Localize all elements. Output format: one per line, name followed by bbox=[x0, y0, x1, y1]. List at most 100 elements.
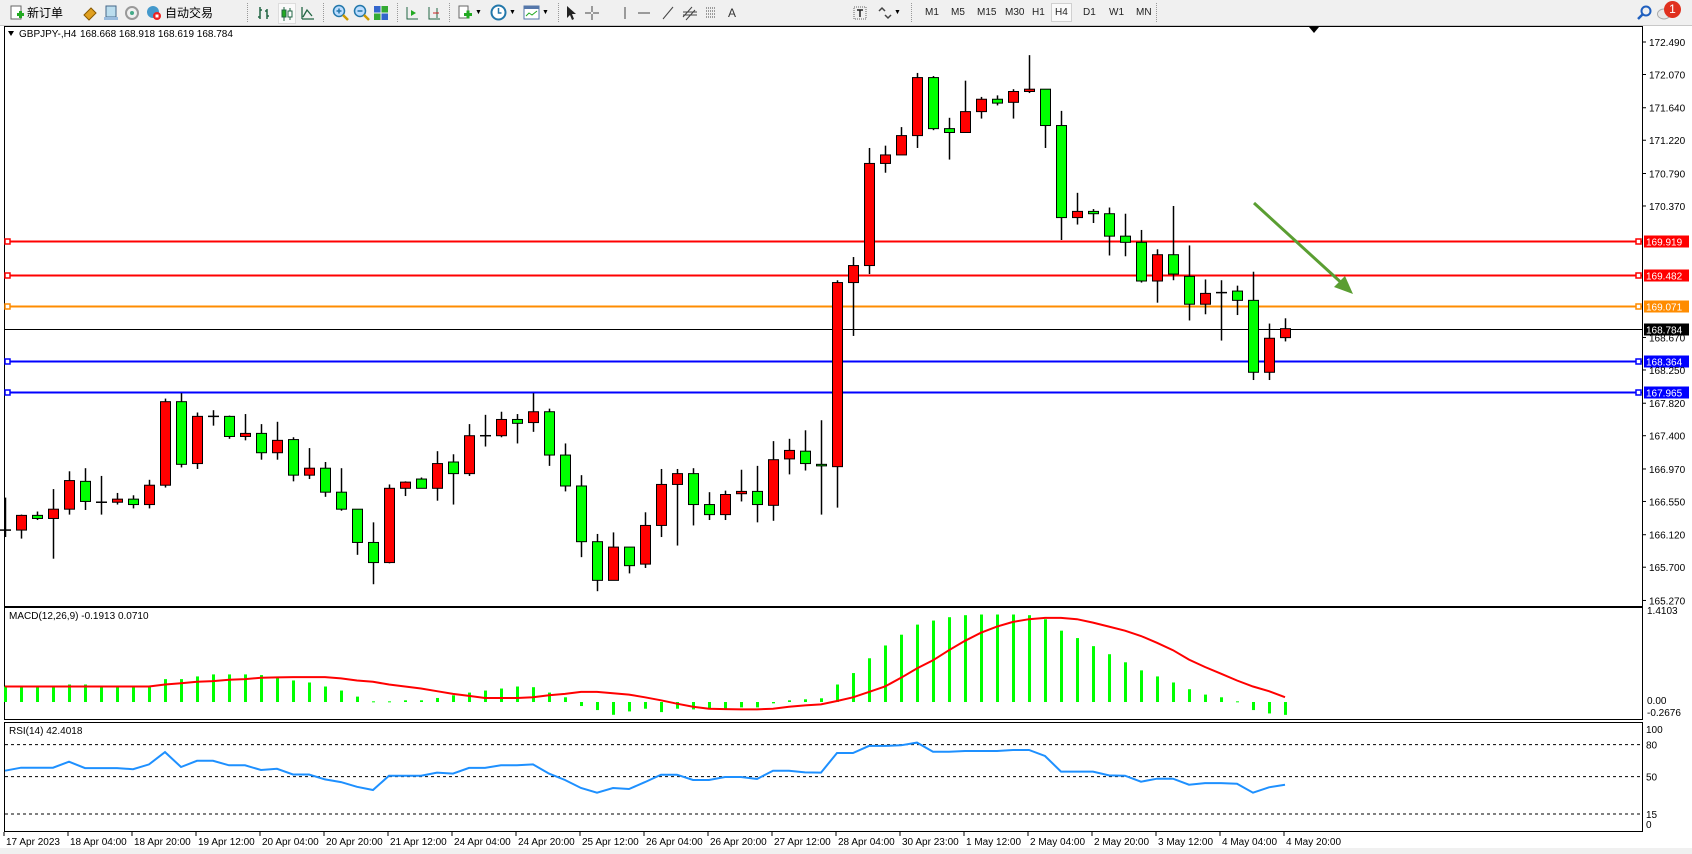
candle bbox=[912, 72, 923, 148]
market-watch-icon bbox=[83, 6, 97, 21]
time-tick-label: 20 Apr 04:00 bbox=[262, 837, 319, 848]
timeframe-h4[interactable]: H4 bbox=[1051, 3, 1072, 22]
candle bbox=[1216, 280, 1227, 341]
timeframe-m30[interactable]: M30 bbox=[1005, 7, 1025, 18]
chart-ohlc: 168.668 168.918 168.619 168.784 bbox=[80, 29, 233, 40]
timeframe-m1[interactable]: M1 bbox=[925, 7, 939, 18]
macd-histogram-bar bbox=[1156, 676, 1159, 702]
timeframe-m15[interactable]: M15 bbox=[977, 7, 997, 18]
text-label-button[interactable] bbox=[852, 3, 868, 22]
macd-histogram-bar bbox=[628, 702, 631, 712]
crosshair-icon bbox=[585, 5, 599, 20]
periods-button[interactable]: ▼ bbox=[490, 3, 516, 22]
chart-shift-button[interactable] bbox=[426, 3, 442, 22]
zoom-out-button[interactable] bbox=[353, 3, 370, 22]
notification-badge[interactable]: 1 bbox=[1664, 1, 1681, 18]
macd-histogram-bar bbox=[756, 702, 759, 708]
crosshair-button[interactable] bbox=[584, 3, 600, 22]
tile-windows-button[interactable] bbox=[373, 3, 389, 22]
candle bbox=[1200, 279, 1211, 315]
candle bbox=[784, 438, 795, 475]
candle bbox=[512, 414, 523, 444]
trendline-button[interactable] bbox=[660, 3, 676, 22]
candle bbox=[368, 522, 379, 585]
equidistant-channel-button[interactable] bbox=[681, 3, 699, 22]
macd-histogram-bar bbox=[996, 614, 999, 702]
macd-histogram-bar bbox=[132, 686, 135, 702]
candle bbox=[816, 420, 827, 515]
time-tick-label: 24 Apr 04:00 bbox=[454, 837, 511, 848]
candle-body bbox=[848, 265, 859, 284]
candle-body bbox=[880, 154, 891, 164]
macd-histogram-bar bbox=[308, 682, 311, 702]
candle-body bbox=[896, 135, 907, 156]
horizontal-line-button[interactable] bbox=[636, 3, 652, 22]
indicators-button[interactable]: ▼ bbox=[457, 3, 482, 22]
toolbar-separator bbox=[247, 3, 249, 22]
level-handle-right bbox=[1635, 389, 1642, 396]
candle-body bbox=[1152, 254, 1163, 282]
auto-trading-button[interactable]: 自动交易 bbox=[145, 3, 213, 22]
auto-scroll-icon bbox=[406, 6, 418, 19]
candle-body bbox=[304, 467, 315, 476]
macd-histogram-bar bbox=[1220, 697, 1223, 702]
macd-histogram-bar bbox=[36, 686, 39, 702]
vertical-line-button[interactable] bbox=[620, 3, 630, 22]
candle-body bbox=[112, 498, 123, 503]
macd-histogram-bar bbox=[1124, 662, 1127, 702]
candle bbox=[944, 117, 955, 160]
search-button[interactable] bbox=[1636, 3, 1652, 22]
macd-histogram-bar bbox=[500, 688, 503, 702]
timeframe-w1[interactable]: W1 bbox=[1109, 7, 1124, 18]
auto-scroll-button[interactable] bbox=[404, 3, 420, 22]
arrows-button[interactable]: ▼ bbox=[876, 3, 901, 22]
candlestick-button[interactable] bbox=[278, 3, 296, 24]
candle-body bbox=[1200, 292, 1211, 305]
candle-body bbox=[256, 432, 267, 454]
candle-body bbox=[176, 401, 187, 465]
level-handle-right bbox=[1635, 272, 1642, 279]
market-watch-button[interactable] bbox=[82, 3, 98, 22]
timeframe-m5[interactable]: M5 bbox=[951, 7, 965, 18]
equidistant-channel-icon bbox=[682, 6, 697, 20]
timeframe-d1[interactable]: D1 bbox=[1083, 7, 1096, 18]
bar-chart-button[interactable] bbox=[256, 3, 272, 22]
main-pane-frame bbox=[4, 26, 1643, 607]
timeframe-h1[interactable]: H1 bbox=[1032, 7, 1045, 18]
macd-histogram-bar bbox=[228, 674, 231, 702]
text-icon: A bbox=[728, 5, 737, 20]
candle bbox=[1008, 89, 1019, 119]
macd-histogram-bar bbox=[980, 614, 983, 702]
candle-body bbox=[160, 401, 171, 486]
text-button[interactable]: A bbox=[728, 3, 736, 22]
data-window-button[interactable] bbox=[103, 3, 119, 22]
chart-shift-marker-icon[interactable] bbox=[1309, 27, 1319, 33]
level-handle-left bbox=[4, 238, 11, 245]
chart-menu-triangle-icon[interactable] bbox=[8, 31, 14, 36]
new-order-button[interactable]: 新订单 bbox=[10, 3, 63, 22]
macd-histogram-bar bbox=[244, 674, 247, 702]
line-chart-button[interactable] bbox=[300, 3, 316, 22]
toolbar-separator bbox=[449, 3, 451, 22]
candle-body bbox=[144, 484, 155, 506]
trend-arrow-line[interactable] bbox=[1252, 201, 1348, 289]
candle bbox=[656, 468, 667, 538]
macd-histogram-bar bbox=[180, 679, 183, 702]
cursor-button[interactable] bbox=[564, 3, 578, 22]
signal-button[interactable] bbox=[124, 3, 140, 22]
templates-button[interactable]: ▼ bbox=[523, 3, 549, 22]
candle bbox=[192, 412, 203, 469]
candle-body bbox=[352, 508, 363, 543]
price-tick-label: 168.670 bbox=[1649, 333, 1686, 344]
candle-body bbox=[288, 439, 299, 476]
candle bbox=[176, 393, 187, 468]
macd-histogram-bar bbox=[1268, 702, 1271, 714]
macd-histogram-bar bbox=[148, 686, 151, 702]
candle-body bbox=[784, 449, 795, 460]
new-order-label: 新订单 bbox=[27, 6, 64, 20]
timeframe-mn[interactable]: MN bbox=[1136, 7, 1152, 18]
time-tick-label: 1 May 12:00 bbox=[966, 837, 1021, 848]
zoom-in-button[interactable] bbox=[332, 3, 349, 22]
fibonacci-button[interactable] bbox=[704, 3, 720, 22]
